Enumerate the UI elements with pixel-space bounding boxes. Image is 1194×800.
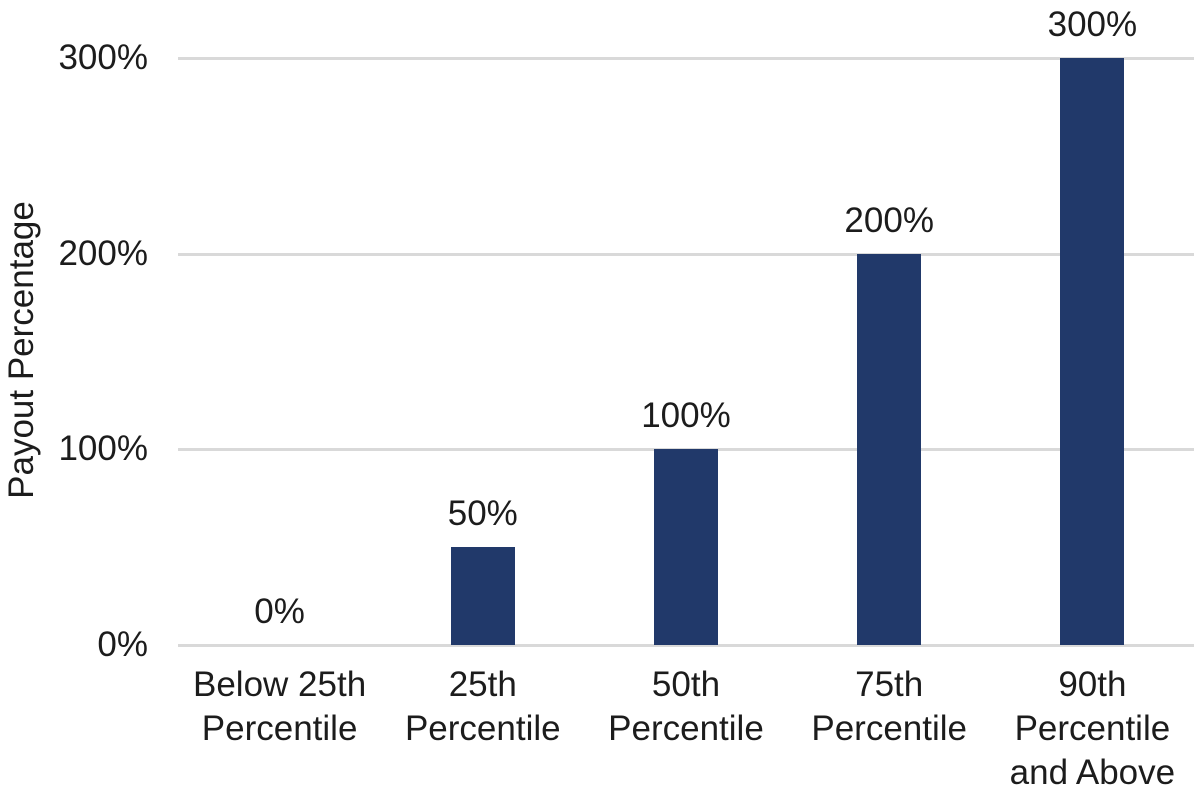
y-axis-tick-label: 100%: [58, 429, 148, 469]
bar: [1060, 57, 1125, 645]
y-axis-tick-label: 0%: [97, 625, 148, 664]
bar-data-label: 300%: [1047, 4, 1138, 44]
x-category-label: Below 25th Percentile: [193, 665, 367, 748]
bar-data-label: 50%: [447, 494, 518, 534]
bar-data-label: 100%: [641, 396, 731, 436]
x-category-label: 75th Percentile: [811, 665, 967, 748]
gridline: [178, 252, 1194, 256]
bar: [654, 449, 718, 645]
bar: [450, 547, 515, 645]
bar-data-label: 0%: [254, 592, 305, 631]
y-axis-tick-label: 200%: [58, 233, 148, 273]
x-category-label: 50th Percentile: [608, 665, 764, 748]
x-category-label: 90th Percentile and Above: [1009, 665, 1176, 792]
bar: [857, 253, 922, 645]
gridline: [178, 644, 1194, 647]
y-axis-tick-label: 300%: [58, 37, 148, 77]
bar-data-label: 200%: [844, 200, 934, 240]
gridline: [178, 56, 1194, 60]
x-category-label: 25th Percentile: [404, 665, 561, 748]
